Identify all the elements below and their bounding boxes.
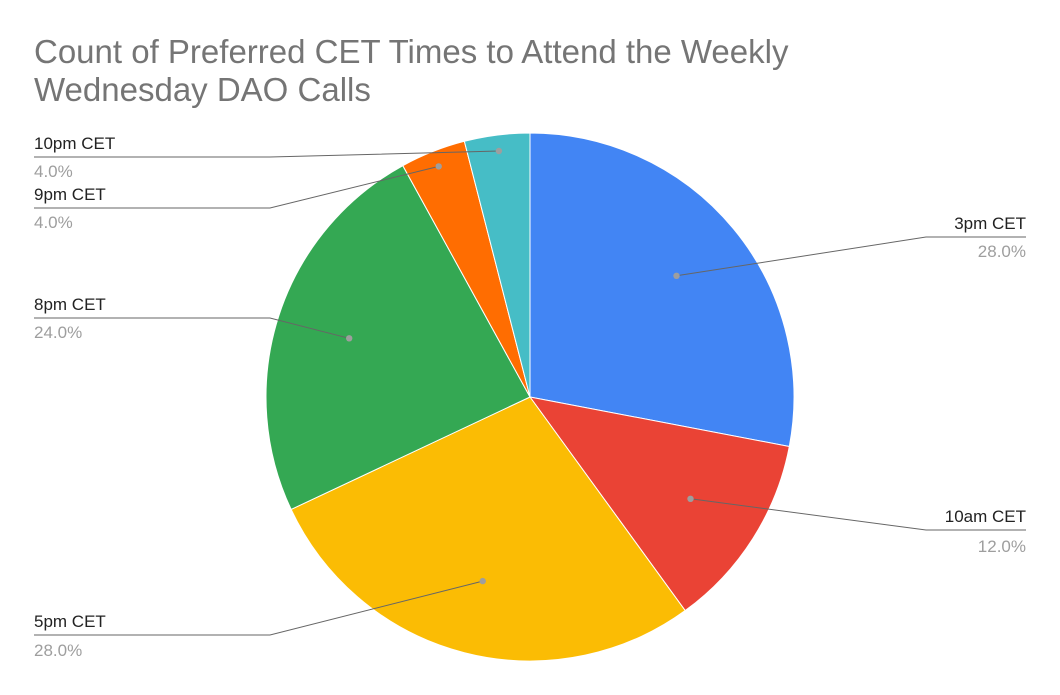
slice-label-3pm-cet: 3pm CET [954,214,1026,233]
slice-label-8pm-cet: 8pm CET [34,295,106,314]
leader-dot-3pm-cet [673,272,680,279]
pie-labels: 3pm CET 28.0% 10am CET 12.0% 5pm CET 28.0% 8pm… [34,134,1026,660]
pie-slice-5pm-cet[interactable] [290,396,686,662]
slice-label-5pm-cet: 5pm CET [34,612,106,631]
leader-line-5pm-cet [34,580,483,636]
pie-slices [265,132,795,662]
slice-percent-10am-cet: 12.0% [978,537,1026,556]
leader-dot-8pm-cet [346,335,353,342]
slice-label-10pm-cet: 10pm CET [34,134,115,153]
leader-line-10pm-cet [34,150,499,158]
chart-title-line-1: Count of Preferred CET Times to Attend t… [34,33,789,70]
pie-slice-3pm-cet[interactable] [529,132,795,448]
slice-percent-10pm-cet: 4.0% [34,162,73,181]
slice-label-9pm-cet: 9pm CET [34,185,106,204]
slice-percent-3pm-cet: 28.0% [978,242,1026,261]
slice-percent-8pm-cet: 24.0% [34,323,82,342]
leader-dot-5pm-cet [479,577,486,585]
slice-percent-5pm-cet: 28.0% [34,641,82,660]
leader-dot-10am-cet [687,495,694,502]
slice-label-10am-cet: 10am CET [945,507,1026,526]
pie-slice-8pm-cet[interactable] [265,164,531,511]
pie-slice-10pm-cet[interactable] [463,132,531,398]
leader-line-8pm-cet [34,317,350,339]
pie-slice-10am-cet[interactable] [528,396,790,612]
leader-line-9pm-cet [34,165,439,209]
chart-title-line-2: Wednesday DAO Calls [34,71,371,108]
leader-line-3pm-cet [676,236,1026,277]
leader-dot-9pm-cet [435,163,442,170]
leader-dot-10pm-cet [495,147,503,155]
slice-percent-9pm-cet: 4.0% [34,213,73,232]
leader-line-10am-cet [690,498,1026,531]
